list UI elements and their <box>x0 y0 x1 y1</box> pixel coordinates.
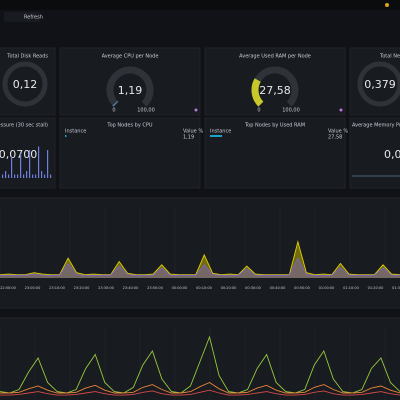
x-tick-label: 00:10:00 <box>196 286 212 290</box>
x-tick-label: 23:50:00 <box>147 286 163 290</box>
spark-bar <box>38 146 40 178</box>
panel-title: Average CPU per Node <box>102 54 159 60</box>
line <box>0 381 400 394</box>
column-header: Value % <box>328 129 348 135</box>
spark-bar <box>17 174 19 178</box>
panel-title: Top Nodes by CPU <box>106 123 152 129</box>
panel-title: Pressure (30 sec stall) <box>0 123 48 129</box>
spark-bar <box>47 150 49 178</box>
x-tick-label: 01:30:00 <box>392 286 400 290</box>
x-tick-label: 23:40:00 <box>123 286 139 290</box>
spark-bar <box>44 174 46 178</box>
x-tick-label: 00:40:00 <box>270 286 286 290</box>
spark-bar <box>2 174 4 178</box>
panel-title: Average Memory Pressure <box>352 123 400 129</box>
spark-bar <box>11 157 13 178</box>
gauge-value-label: 0,12 <box>13 78 38 91</box>
panel-title: Top Nodes by Used RAM <box>244 123 305 129</box>
line <box>0 389 400 396</box>
status-dot <box>339 108 343 112</box>
x-tick-label: 00:20:00 <box>221 286 237 290</box>
spark-bar <box>26 171 28 178</box>
table-bar <box>210 135 223 137</box>
spark-bar <box>41 171 43 178</box>
alert-icon <box>385 3 389 7</box>
line <box>0 257 400 276</box>
gauge-value-label: 1,19 <box>118 84 143 97</box>
gauge-track <box>106 66 154 107</box>
spark-bar <box>20 153 22 178</box>
gauge-min: 0 <box>257 108 260 114</box>
panel <box>204 117 346 189</box>
refresh-button[interactable]: Refresh <box>24 15 43 21</box>
x-tick-label: 22:50:00 <box>0 286 16 290</box>
gauge-value-label: 27,58 <box>259 84 291 97</box>
gauge-value <box>251 78 264 107</box>
spark-bar <box>5 171 7 178</box>
status-dot <box>194 108 198 112</box>
stat-value: 0,0700 <box>0 148 37 161</box>
x-tick-label: 23:30:00 <box>98 286 114 290</box>
spark-bar <box>8 174 10 178</box>
x-tick-label: 00:30:00 <box>245 286 261 290</box>
toolbar <box>4 12 40 22</box>
gauge-ring <box>357 61 400 107</box>
x-tick-label: 23:10:00 <box>49 286 65 290</box>
spark-bar <box>29 150 31 178</box>
top-bar <box>0 0 400 10</box>
gauge-value-label: 0,379 <box>364 78 396 91</box>
x-tick-label: 23:20:00 <box>74 286 90 290</box>
panel-title: Total Disk Reads <box>6 54 48 60</box>
table-value: 1,19 <box>183 135 194 141</box>
panel-title: Average Used RAM per Node <box>239 54 311 60</box>
column-header: Instance <box>65 129 86 135</box>
spark-bar <box>35 174 37 178</box>
x-tick-label: 01:10:00 <box>343 286 359 290</box>
panel <box>59 117 201 189</box>
spark-bar <box>14 174 16 178</box>
spark-bar <box>50 174 52 178</box>
x-tick-label: 01:20:00 <box>368 286 384 290</box>
column-header: Instance <box>210 129 231 135</box>
x-tick-label: 01:00:00 <box>319 286 335 290</box>
table-bar <box>65 135 67 137</box>
gauge-value <box>112 100 119 107</box>
panel <box>0 117 56 189</box>
x-tick-label: 00:00:00 <box>172 286 188 290</box>
x-tick-label: 00:50:00 <box>294 286 310 290</box>
spark-bar <box>32 174 34 178</box>
gauge-max: 100,00 <box>137 108 155 114</box>
panel <box>59 47 201 116</box>
table-value: 27,58 <box>328 135 342 141</box>
gauge-ring <box>2 61 48 107</box>
panel <box>0 197 400 309</box>
line <box>0 239 400 276</box>
column-header: Value % <box>183 129 203 135</box>
panel <box>204 47 346 116</box>
stat-value: 0,000 <box>384 148 400 161</box>
gauge-max: 100,00 <box>282 108 300 114</box>
x-tick-label: 23:00:00 <box>25 286 41 290</box>
spark-bar <box>23 174 25 178</box>
panel-title: Total Network <box>379 54 400 60</box>
gauge-min: 0 <box>112 108 115 114</box>
